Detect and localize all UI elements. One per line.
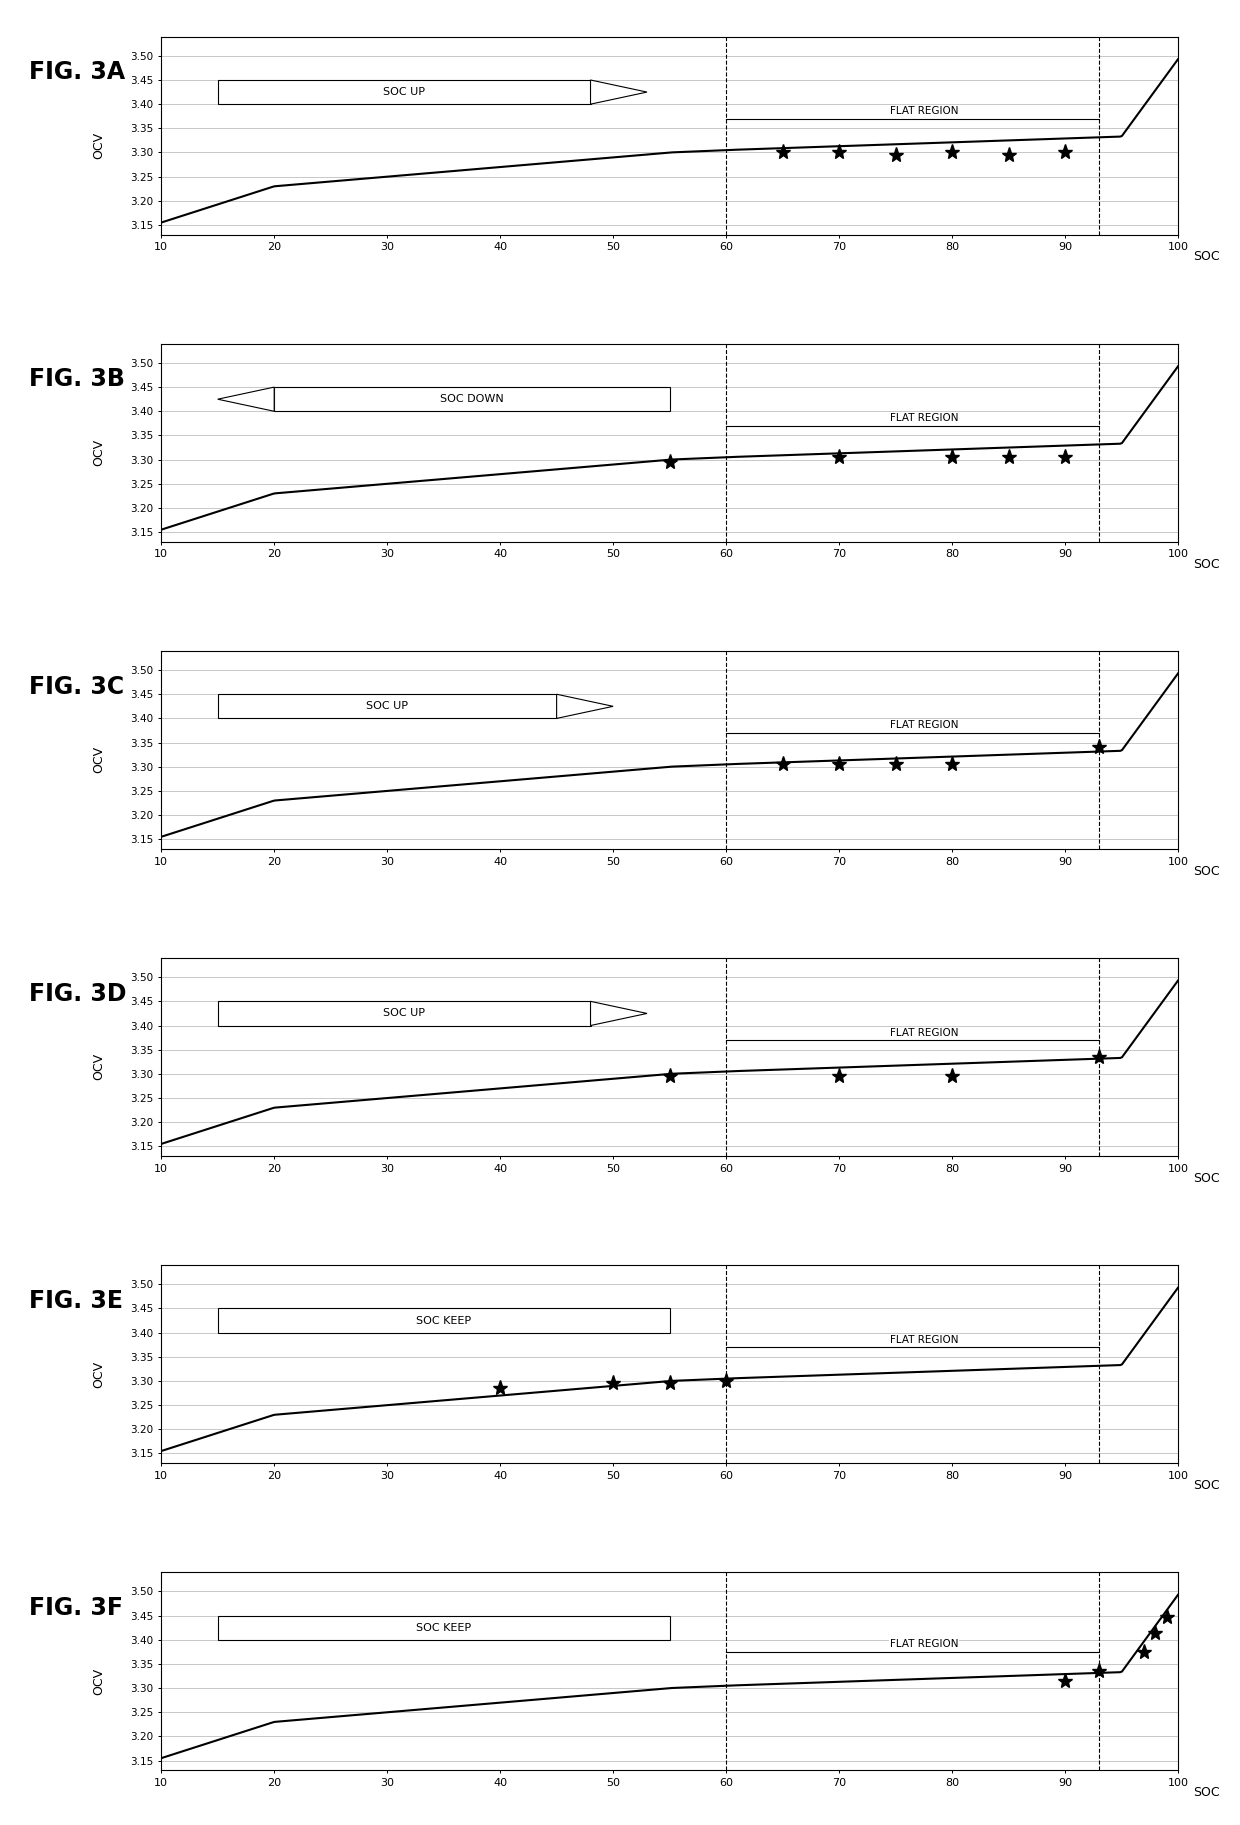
Text: SOC UP: SOC UP bbox=[383, 1009, 425, 1018]
Y-axis label: OCV: OCV bbox=[92, 1668, 105, 1695]
Text: SOC: SOC bbox=[1193, 558, 1220, 571]
Y-axis label: OCV: OCV bbox=[92, 1360, 105, 1387]
Text: SOC DOWN: SOC DOWN bbox=[440, 394, 503, 403]
Text: FLAT REGION: FLAT REGION bbox=[889, 1027, 959, 1038]
Text: FIG. 3B: FIG. 3B bbox=[29, 367, 125, 391]
Text: FLAT REGION: FLAT REGION bbox=[889, 721, 959, 730]
Text: SOC KEEP: SOC KEEP bbox=[417, 1622, 471, 1633]
Polygon shape bbox=[590, 1002, 647, 1026]
Polygon shape bbox=[590, 80, 647, 104]
Text: FIG. 3C: FIG. 3C bbox=[29, 675, 124, 699]
Text: SOC: SOC bbox=[1193, 865, 1220, 878]
Text: FIG. 3F: FIG. 3F bbox=[29, 1595, 123, 1621]
Polygon shape bbox=[557, 694, 613, 719]
Text: FLAT REGION: FLAT REGION bbox=[889, 106, 959, 117]
Y-axis label: OCV: OCV bbox=[92, 1053, 105, 1080]
Text: FIG. 3D: FIG. 3D bbox=[29, 982, 126, 1006]
Text: SOC UP: SOC UP bbox=[366, 701, 408, 712]
Text: FIG. 3E: FIG. 3E bbox=[29, 1288, 123, 1312]
Text: SOC: SOC bbox=[1193, 1478, 1220, 1493]
Bar bbox=[218, 1309, 670, 1332]
Text: FLAT REGION: FLAT REGION bbox=[889, 1639, 959, 1650]
Bar bbox=[218, 80, 590, 104]
Bar bbox=[218, 694, 557, 719]
Text: FIG. 3A: FIG. 3A bbox=[29, 60, 125, 84]
Text: SOC: SOC bbox=[1193, 250, 1220, 263]
Y-axis label: OCV: OCV bbox=[92, 131, 105, 159]
Text: SOC KEEP: SOC KEEP bbox=[417, 1316, 471, 1325]
Text: FLAT REGION: FLAT REGION bbox=[889, 412, 959, 423]
Bar bbox=[218, 1615, 670, 1641]
Polygon shape bbox=[218, 387, 274, 411]
Text: SOC: SOC bbox=[1193, 1172, 1220, 1184]
Bar bbox=[274, 387, 670, 411]
Bar bbox=[218, 1002, 590, 1026]
Text: SOC UP: SOC UP bbox=[383, 88, 425, 97]
Y-axis label: OCV: OCV bbox=[92, 440, 105, 465]
Text: SOC: SOC bbox=[1193, 1787, 1220, 1799]
Y-axis label: OCV: OCV bbox=[92, 746, 105, 774]
Text: FLAT REGION: FLAT REGION bbox=[889, 1334, 959, 1345]
